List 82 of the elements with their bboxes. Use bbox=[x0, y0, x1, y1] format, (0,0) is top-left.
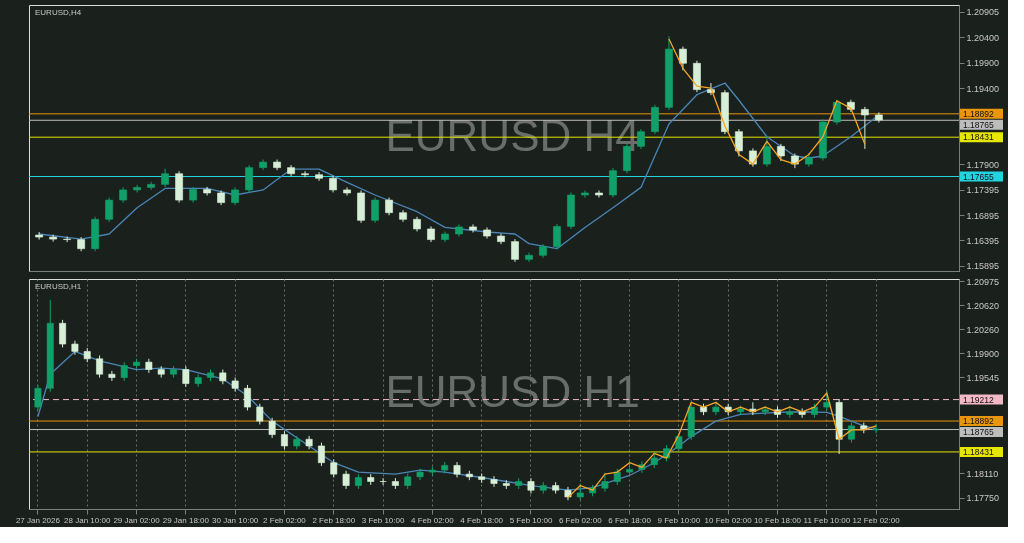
candlestick bbox=[63, 236, 72, 243]
candlestick bbox=[245, 164, 253, 193]
x-tick-label: 3 Feb 10:00 bbox=[361, 515, 405, 525]
line-series bbox=[668, 38, 866, 165]
y-tick-label: 1.17750 bbox=[966, 493, 1000, 504]
x-tick-label: 12 Feb 02:00 bbox=[852, 515, 901, 525]
candlestick bbox=[823, 389, 831, 411]
ref-line-label: 1.18892 bbox=[963, 108, 994, 119]
x-tick-label: 11 Feb 10:00 bbox=[803, 515, 851, 525]
annotation: EURUSD,H4 bbox=[35, 8, 82, 17]
candlestick bbox=[861, 106, 869, 150]
x-tick-label: 4 Feb 18:00 bbox=[460, 515, 504, 525]
y-tick-label: 1.19545 bbox=[966, 372, 1000, 383]
y-tick-label: 1.20975 bbox=[966, 276, 1000, 287]
ref-line-label: 1.18892 bbox=[963, 416, 994, 427]
candlestick bbox=[371, 197, 379, 224]
candlestick bbox=[317, 442, 325, 467]
candlestick bbox=[281, 430, 288, 450]
candlestick bbox=[147, 181, 155, 191]
x-tick-label: 2 Feb 18:00 bbox=[312, 515, 356, 525]
y-tick-label: 1.16395 bbox=[966, 235, 1000, 246]
ref-line-label: 1.19212 bbox=[963, 394, 994, 405]
y-tick-label: 1.16895 bbox=[966, 210, 1000, 221]
candlestick bbox=[763, 135, 771, 168]
x-tick-label: 29 Jan 02:00 bbox=[113, 515, 161, 525]
x-tick-label: 6 Feb 18:00 bbox=[608, 515, 652, 525]
y-tick-label: 1.17900 bbox=[966, 159, 1000, 170]
candlestick bbox=[59, 319, 67, 348]
candlestick bbox=[268, 417, 276, 439]
x-tick-label: 27 Jan 2026 bbox=[15, 515, 61, 525]
y-tick-label: 1.20620 bbox=[966, 300, 1000, 311]
y-tick-label: 1.19900 bbox=[966, 58, 1000, 69]
x-tick-label: 28 Jan 10:00 bbox=[64, 515, 111, 525]
candlestick bbox=[120, 361, 128, 382]
ref-line-label: 1.18765 bbox=[963, 119, 994, 130]
x-tick-label: 4 Feb 02:00 bbox=[411, 515, 455, 525]
candlestick bbox=[330, 458, 338, 478]
y-tick-label: 1.20260 bbox=[966, 324, 1000, 335]
y-tick-label: 1.20400 bbox=[966, 32, 1000, 43]
candlestick bbox=[595, 189, 603, 199]
candlestick bbox=[872, 423, 880, 434]
x-tick-label: 6 Feb 02:00 bbox=[558, 515, 603, 525]
x-tick-label: 10 Feb 18:00 bbox=[753, 515, 802, 525]
candlestick bbox=[34, 384, 42, 411]
y-tick-label: 1.18110 bbox=[966, 468, 999, 479]
candlestick bbox=[108, 370, 116, 382]
candlestick bbox=[343, 186, 351, 197]
x-tick-label: 29 Jan 18:00 bbox=[162, 515, 210, 525]
candlestick bbox=[675, 432, 683, 453]
y-tick-label: 1.15895 bbox=[966, 261, 1000, 272]
x-tick-label: 10 Feb 02:00 bbox=[704, 515, 753, 525]
candlestick bbox=[601, 472, 609, 493]
candlestick bbox=[416, 468, 424, 481]
y-tick-label: 1.17395 bbox=[966, 185, 1000, 196]
ref-line-label: 1.18431 bbox=[963, 132, 994, 143]
candlestick bbox=[244, 384, 251, 411]
candlestick bbox=[735, 128, 743, 157]
x-tick-label: 2 Feb 02:00 bbox=[263, 515, 307, 525]
annotation: EURUSD,H1 bbox=[35, 282, 82, 291]
candlestick bbox=[161, 168, 169, 188]
candlestick bbox=[581, 189, 589, 199]
candlestick bbox=[490, 475, 498, 488]
ref-line-label: 1.18431 bbox=[963, 446, 994, 457]
candlestick bbox=[105, 197, 113, 223]
candlestick bbox=[679, 46, 687, 71]
candlestick bbox=[848, 422, 855, 444]
candlestick bbox=[301, 170, 309, 178]
candlestick bbox=[35, 231, 44, 241]
x-tick-label: 30 Jan 10:00 bbox=[212, 515, 259, 525]
ref-line-label: 1.17655 bbox=[963, 171, 994, 182]
y-tick-label: 1.20905 bbox=[966, 7, 1000, 18]
x-tick-label: 5 Feb 10:00 bbox=[509, 515, 553, 525]
candlestick bbox=[256, 403, 264, 426]
candlestick bbox=[96, 354, 104, 379]
candlestick bbox=[553, 223, 561, 250]
y-tick-label: 1.19400 bbox=[966, 83, 1000, 94]
candlestick bbox=[182, 365, 190, 388]
candlestick bbox=[511, 238, 519, 263]
candlestick bbox=[342, 470, 350, 490]
x-tick-label: 9 Feb 10:00 bbox=[657, 515, 701, 525]
y-tick-label: 1.19900 bbox=[966, 348, 1000, 359]
ref-line-label: 1.18765 bbox=[963, 427, 994, 438]
